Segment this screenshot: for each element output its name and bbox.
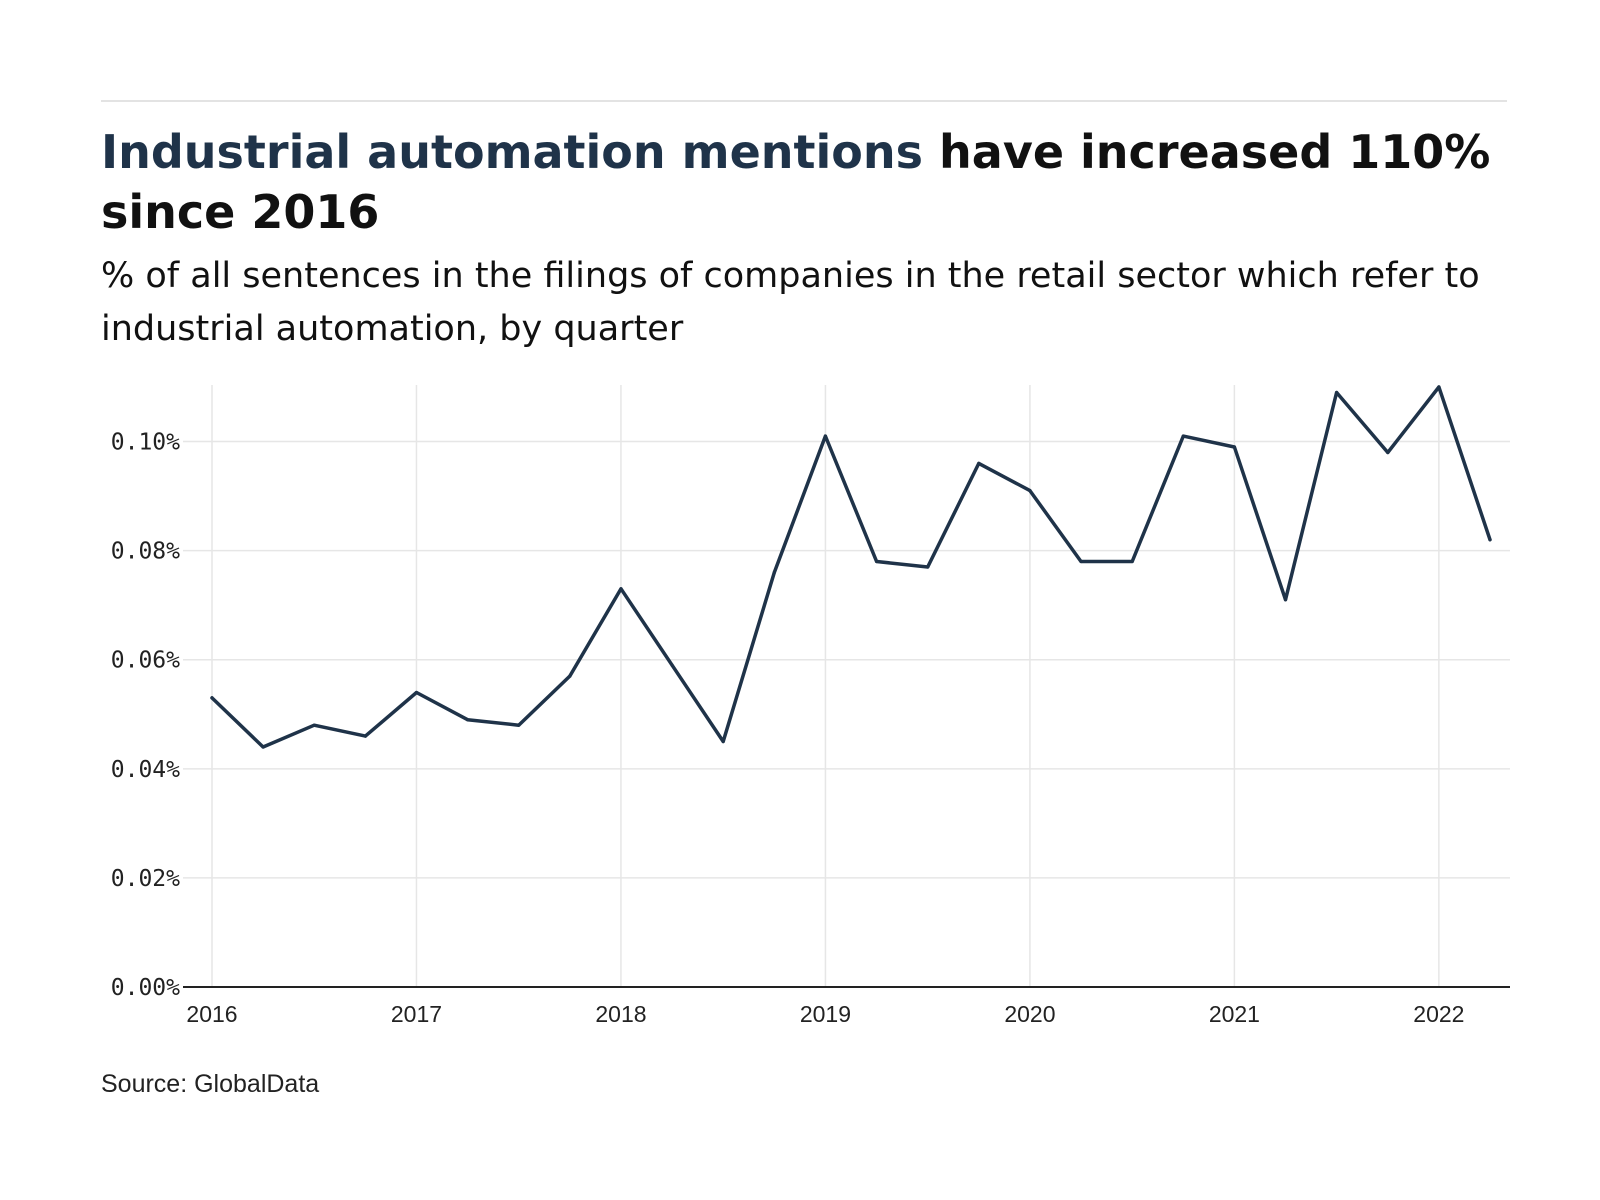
x-tick-label: 2021	[1209, 1001, 1260, 1027]
series-line	[210, 385, 1492, 749]
data-point	[721, 739, 725, 744]
data-point	[261, 745, 265, 749]
y-tick-label: 0.08%	[111, 539, 180, 565]
data-point	[619, 587, 623, 591]
data-point	[1130, 559, 1134, 564]
x-tick-label: 2018	[595, 1001, 646, 1027]
data-point	[414, 690, 419, 695]
y-tick-label: 0.10%	[111, 430, 180, 456]
x-tick-label: 2019	[800, 1001, 851, 1027]
data-point	[874, 559, 879, 564]
title-highlight: Industrial automation mentions	[101, 125, 924, 179]
data-point	[1181, 434, 1185, 438]
source-note: Source: GlobalData	[101, 1070, 320, 1098]
data-point	[1232, 445, 1236, 449]
data-point	[210, 696, 214, 700]
data-point	[363, 734, 367, 738]
data-point	[1335, 390, 1339, 395]
x-tick-label: 2020	[1004, 1001, 1055, 1027]
data-point	[1437, 385, 1441, 389]
y-tick-label: 0.04%	[111, 757, 180, 783]
data-point	[926, 565, 930, 569]
data-point	[312, 723, 316, 727]
chart-title: Industrial automation mentions have incr…	[101, 122, 1521, 242]
data-point	[1079, 559, 1083, 564]
data-point	[568, 674, 572, 678]
data-point	[1283, 598, 1288, 602]
label-layer: 0.00% 0.02% 0.04% 0.06% 0.08% 0.10% 2016 2017 20…	[111, 430, 1465, 1027]
data-point	[670, 663, 674, 667]
title-rest: have increased 110% since 2016	[101, 125, 1491, 239]
x-tick-label: 2022	[1413, 1001, 1464, 1027]
grid-layer	[183, 385, 1510, 987]
top-rule	[101, 100, 1507, 102]
data-point	[466, 718, 470, 722]
data-point	[517, 723, 521, 727]
series-layer	[210, 385, 1492, 749]
y-tick-label: 0.02%	[111, 866, 180, 892]
data-point	[1386, 450, 1390, 455]
y-tick-label: 0.00%	[111, 975, 180, 1001]
x-tick-label: 2016	[186, 1001, 237, 1027]
y-tick-label: 0.06%	[111, 648, 180, 674]
data-point	[823, 434, 828, 438]
data-point	[977, 461, 981, 465]
chart-subtitle: % of all sentences in the filings of com…	[101, 256, 1480, 349]
data-point	[772, 570, 776, 575]
data-point	[1488, 538, 1492, 542]
x-tick-label: 2017	[391, 1001, 442, 1027]
data-point	[1028, 489, 1032, 493]
